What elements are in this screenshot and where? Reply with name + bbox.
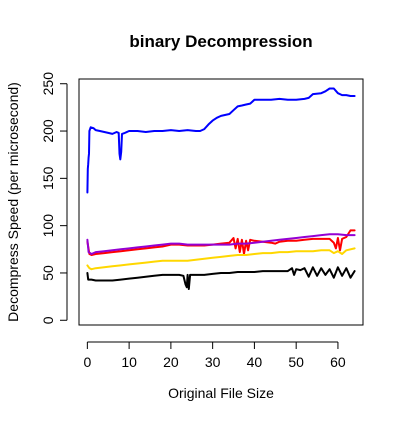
chart-title: binary Decompression [129, 32, 312, 51]
x-tick-label: 40 [247, 354, 263, 370]
plot-frame [78, 78, 364, 326]
series-layer [86, 87, 356, 290]
y-tick-label: 150 [40, 166, 56, 190]
y-tick-label: 0 [40, 316, 56, 324]
y-tick-label: 200 [40, 119, 56, 143]
series-line-2 [86, 229, 356, 256]
y-tick-label: 100 [40, 214, 56, 238]
y-tick-label: 50 [40, 265, 56, 281]
y-tick-label: 250 [40, 72, 56, 96]
series-line-3 [86, 233, 356, 255]
x-tick-label: 60 [330, 354, 346, 370]
series-line-4 [86, 247, 356, 271]
x-tick-label: 0 [83, 354, 91, 370]
x-tick-label: 50 [288, 354, 304, 370]
x-axis-label: Original File Size [168, 385, 274, 401]
x-axis: 0 10 20 30 40 50 60 [83, 341, 346, 370]
y-axis: 0 50 100 150 200 250 [40, 72, 68, 324]
x-tick-label: 20 [163, 354, 179, 370]
x-tick-label: 10 [121, 354, 137, 370]
series-line-5 [86, 266, 356, 290]
y-axis-label: Decompress Speed (per microsecond) [5, 82, 21, 322]
x-tick-label: 30 [205, 354, 221, 370]
series-line-1 [86, 87, 356, 194]
